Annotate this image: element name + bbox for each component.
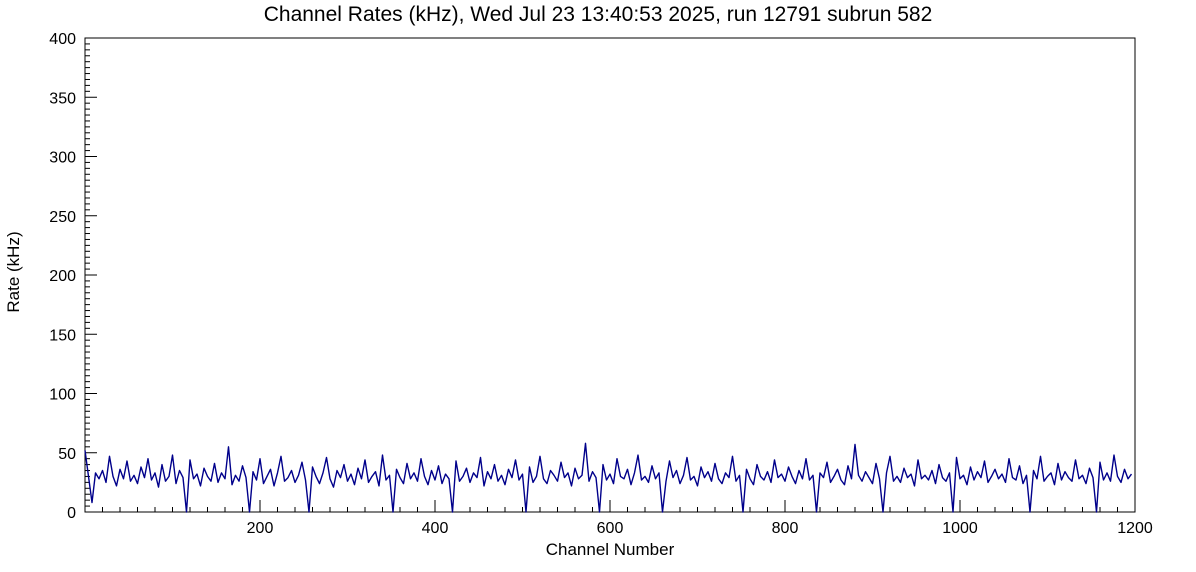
- svg-text:200: 200: [247, 520, 274, 537]
- svg-text:250: 250: [49, 209, 76, 226]
- svg-text:300: 300: [49, 150, 76, 167]
- svg-text:1000: 1000: [942, 520, 978, 537]
- y-axis-title: Rate (kHz): [4, 231, 23, 313]
- svg-text:0: 0: [67, 505, 76, 522]
- svg-text:1200: 1200: [1117, 520, 1153, 537]
- svg-text:350: 350: [49, 90, 76, 107]
- svg-text:150: 150: [49, 327, 76, 344]
- svg-text:600: 600: [597, 520, 624, 537]
- svg-text:50: 50: [58, 446, 76, 463]
- svg-text:400: 400: [422, 520, 449, 537]
- svg-text:200: 200: [49, 268, 76, 285]
- svg-text:800: 800: [772, 520, 799, 537]
- svg-text:400: 400: [49, 31, 76, 48]
- chart-title: Channel Rates (kHz), Wed Jul 23 13:40:53…: [263, 3, 933, 26]
- svg-text:100: 100: [49, 387, 76, 404]
- x-axis-title: Channel Number: [545, 540, 675, 559]
